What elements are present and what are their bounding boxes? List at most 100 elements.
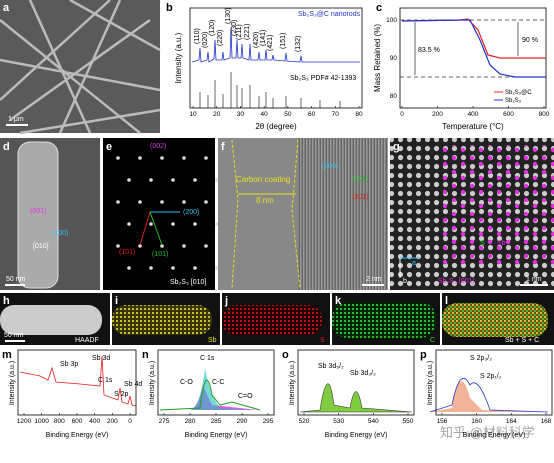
diffraction-spot <box>149 178 153 182</box>
x-tick-label: 164 <box>506 418 517 425</box>
diffraction-spot <box>116 244 120 248</box>
atom-label: S <box>480 240 485 247</box>
peak-label: (141) <box>260 30 267 46</box>
boundary <box>231 139 301 289</box>
peak-label: (120) <box>209 20 216 36</box>
scale-text: 1 nm <box>526 276 542 283</box>
x-tick-label: 168 <box>541 418 552 425</box>
peak-label: C=O <box>238 393 253 400</box>
x-tick-label: 800 <box>54 418 65 425</box>
x-tick-label: 200 <box>107 418 118 425</box>
xps-curve <box>299 383 413 413</box>
peak-label: Sb 3d₅/₂ <box>318 363 344 370</box>
atom-label: Sb <box>497 240 506 247</box>
y-axis-label: Intensity (a.u.) <box>174 32 183 83</box>
x-tick-label: 295 <box>263 418 274 425</box>
peak-label: (151) <box>280 33 287 49</box>
axis-label: a <box>412 260 416 267</box>
x-tick-label: 0 <box>128 418 132 425</box>
x-axis-label: Binding Energy (eV) <box>463 432 526 439</box>
panel-label: h <box>3 295 10 307</box>
spot-label: (301) <box>352 194 368 201</box>
annotation: Carbon coating <box>236 175 290 184</box>
x-tick-label: 550 <box>403 418 414 425</box>
x-tick-label: 40 <box>261 111 269 118</box>
panel-a: a 1 μm <box>0 0 161 135</box>
nanorod <box>0 305 102 335</box>
diffraction-spot <box>204 244 208 248</box>
eds-signal <box>442 303 548 337</box>
x-tick-label: 400 <box>468 111 479 118</box>
element-label: Sb <box>208 337 217 344</box>
element-label: S <box>320 337 325 344</box>
x-tick-label: 60 <box>308 111 316 118</box>
plot-frame <box>297 349 415 416</box>
y-tick-label: 80 <box>390 93 398 100</box>
x-tick-label: 600 <box>503 111 514 118</box>
x-tick-label: 800 <box>539 111 550 118</box>
map-title: HAADF <box>75 337 99 344</box>
peak-label: C-O <box>180 379 193 386</box>
watermark: 知乎 @材料科学 <box>440 425 535 440</box>
spot-label: (100) <box>52 230 68 237</box>
diffraction-spot <box>193 222 197 226</box>
diffraction-spot <box>116 200 120 204</box>
peak-label: (110) <box>194 28 201 44</box>
plot-frame <box>435 349 553 416</box>
diffraction-spot <box>149 222 153 226</box>
scale-bar <box>520 284 548 286</box>
diffraction-spot <box>149 266 153 270</box>
legend-text: Sb₂S₃ <box>505 98 522 104</box>
vector <box>149 211 163 246</box>
diffraction-spot <box>160 200 164 204</box>
legend-text: Sb₂S₃@C <box>505 90 532 96</box>
xps-survey-curve <box>19 355 137 407</box>
peak-label: (130) <box>225 8 232 24</box>
panel-g: g S Sb Sb₂S₃ [001] a b 1 nm <box>390 138 554 290</box>
panel-label: a <box>3 2 10 14</box>
spot-label: (001) <box>30 208 46 215</box>
y-axis-label: Intensity (a.u.) <box>9 361 16 405</box>
diffraction-spot <box>182 156 186 160</box>
peak-label: (211) <box>236 24 243 40</box>
nanorod <box>17 141 59 289</box>
y-axis-label: Intensity (a.u.) <box>289 361 296 405</box>
peak-fit <box>430 381 548 412</box>
tga-curve <box>401 19 546 78</box>
xps-curve <box>429 378 549 413</box>
peak-label: Sb 3d₃/₂ <box>350 370 376 377</box>
peak-label: C 1s <box>200 355 215 362</box>
zone-label: Sb₂S₃ [001] <box>438 278 474 285</box>
scale-bar <box>362 284 384 286</box>
scale-bar <box>5 340 25 342</box>
diffraction-spot <box>127 178 131 182</box>
x-tick-label: 520 <box>299 418 310 425</box>
diffraction-spot <box>215 178 219 182</box>
x-axis-label: Binding Energy (eV) <box>46 432 109 439</box>
panel-label: f <box>221 141 225 153</box>
diffraction-spot <box>116 156 120 160</box>
panel-e: e (002) (200) (101) (101) Sb₂S₃ [010] <box>103 138 219 290</box>
legend-text: Sb₂S₃ PDF# 42-1393 <box>290 75 356 82</box>
panel-label: n <box>142 349 149 361</box>
x-axis-label: Binding Energy (eV) <box>325 432 388 439</box>
saed-pattern <box>103 138 215 290</box>
annotation: 90 % <box>522 37 538 44</box>
element-label: C <box>430 337 435 344</box>
peak-label: C 1s <box>98 377 113 384</box>
peak-label: S 2p₁/₂ <box>480 373 502 380</box>
panel-label: j <box>224 295 228 307</box>
xrd-curve <box>191 27 360 63</box>
panel-label: d <box>3 141 10 153</box>
scale-text: 2 nm <box>366 276 382 283</box>
nanorods <box>0 0 161 135</box>
y-axis-label: Mass Retained (%) <box>373 24 382 92</box>
x-tick-label: 275 <box>159 418 170 425</box>
x-tick-label: 30 <box>237 111 245 118</box>
panel-label: o <box>282 349 289 361</box>
spot-label: (200) <box>322 163 338 170</box>
panel-label: b <box>166 2 173 14</box>
peak-fit <box>190 368 258 410</box>
annotation: 83.5 % <box>418 47 440 54</box>
